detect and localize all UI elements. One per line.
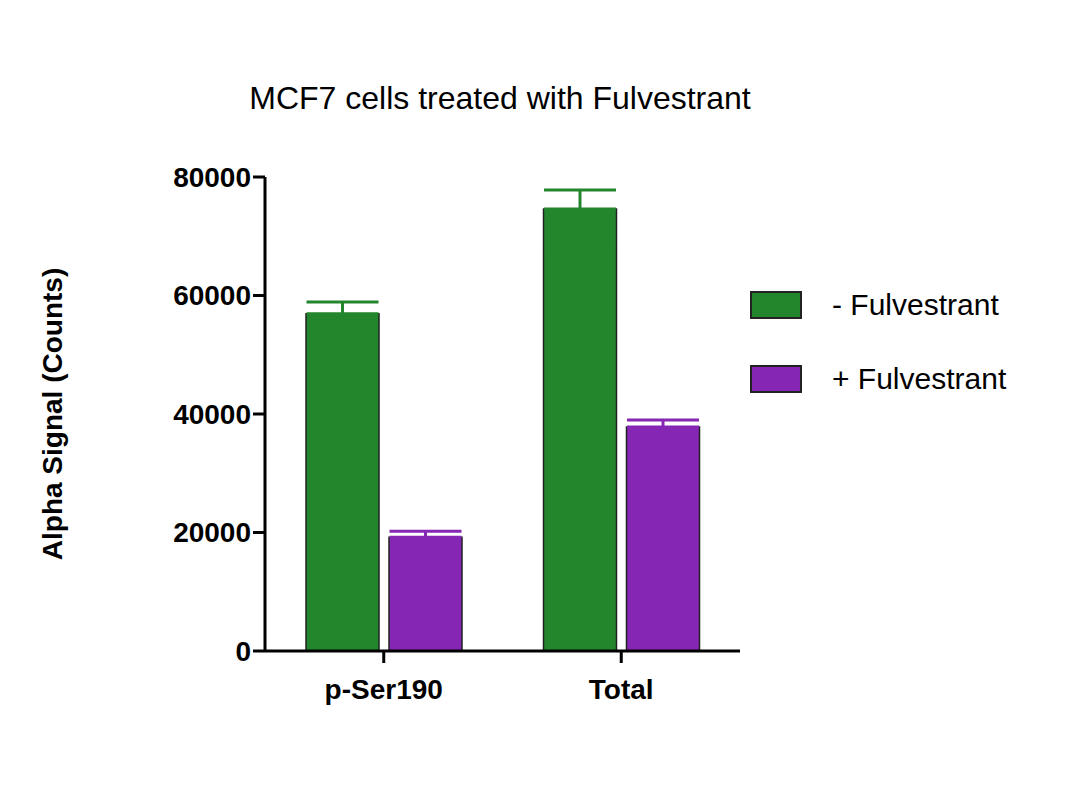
html-text:+ Fulvestrant: + Fulvestrant bbox=[832, 362, 1007, 395]
svg-text:80000: 80000 bbox=[173, 162, 251, 193]
svg-text:Alpha Signal (Counts): Alpha Signal (Counts) bbox=[37, 268, 68, 560]
svg-text:0: 0 bbox=[235, 636, 251, 667]
svg-text:p-Ser190: p-Ser190 bbox=[325, 674, 443, 705]
svg-text:40000: 40000 bbox=[173, 399, 251, 430]
html-text:- Fulvestrant: - Fulvestrant bbox=[832, 288, 999, 321]
svg-text:60000: 60000 bbox=[173, 280, 251, 311]
svg-text:20000: 20000 bbox=[173, 517, 251, 548]
svg-text:Total: Total bbox=[589, 674, 654, 705]
html-text:MCF7 cells treated with Fulves: MCF7 cells treated with Fulvestrant bbox=[249, 80, 751, 116]
